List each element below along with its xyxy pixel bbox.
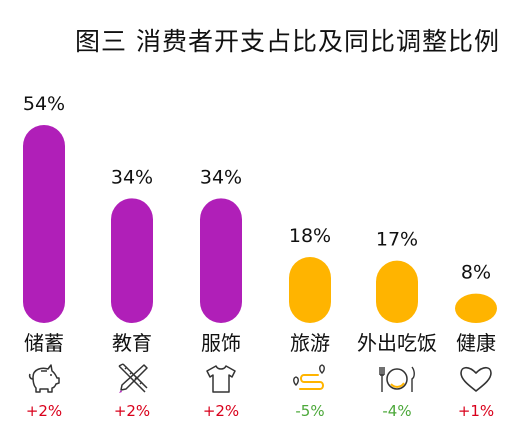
category-label-3: 旅游: [290, 331, 330, 355]
category-label-0: 储蓄: [24, 331, 64, 355]
knife: [411, 366, 415, 392]
piggy-tail: [28, 373, 34, 380]
value-label-0: 54%: [23, 93, 65, 115]
change-label-1: +2%: [114, 402, 150, 420]
change-label-2: +2%: [203, 402, 239, 420]
heart-outline: [460, 366, 492, 392]
route-icon: [293, 364, 325, 390]
pencil-tip: [119, 390, 122, 393]
bar-2: [200, 198, 242, 323]
bar-4: [376, 260, 418, 323]
piggy-bank-icon: [28, 364, 60, 393]
route-path: [299, 374, 324, 390]
change-label-0: +2%: [26, 402, 62, 420]
value-label-2: 34%: [200, 166, 242, 188]
ruler-shape: [118, 363, 148, 393]
route-pin-start: [293, 376, 299, 386]
value-label-4: 17%: [376, 229, 418, 251]
chart-title: 图三 消费者开支占比及同比调整比例: [75, 27, 500, 56]
tshirt-shape: [206, 365, 236, 393]
pencil-shape: [120, 364, 148, 391]
bar-1: [111, 198, 153, 323]
value-label-3: 18%: [289, 225, 331, 247]
category-label-4: 外出吃饭: [357, 331, 437, 355]
tshirt-icon: [206, 365, 236, 393]
heart-icon: [460, 366, 492, 392]
change-label-3: -5%: [295, 402, 324, 420]
fork: [379, 367, 385, 392]
change-label-4: -4%: [382, 402, 411, 420]
plate-cutlery-icon: [379, 366, 415, 392]
category-label-1: 教育: [112, 331, 152, 355]
piggy-body: [32, 364, 60, 393]
value-label-5: 8%: [461, 262, 491, 284]
category-label-2: 服饰: [201, 331, 241, 355]
ruler-ticks: [124, 366, 143, 385]
value-label-1: 34%: [111, 166, 153, 188]
bar-5: [455, 293, 497, 323]
pencil-ruler-icon: [118, 363, 148, 393]
bar-0: [23, 125, 65, 323]
plate-rim: [386, 368, 408, 390]
plate-accent: [390, 382, 405, 388]
category-label-5: 健康: [456, 331, 496, 355]
route-pin-end: [319, 364, 325, 374]
piggy-eye: [50, 374, 52, 376]
bar-3: [289, 257, 331, 323]
change-label-5: +1%: [458, 402, 494, 420]
